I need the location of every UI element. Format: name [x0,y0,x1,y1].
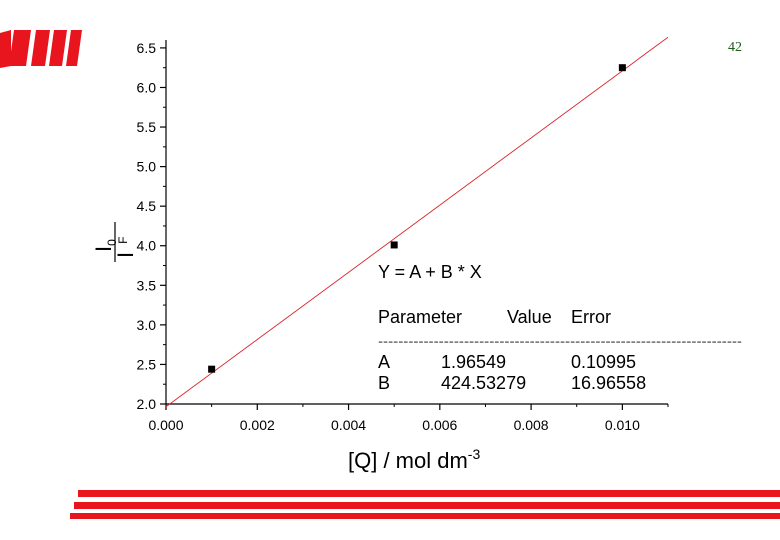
deco-block [66,30,82,66]
deco-block [9,30,31,66]
fit-row-b-param: B [378,373,390,393]
fit-header-error: Error [571,307,611,327]
x-tick-label: 0.006 [422,417,457,433]
fit-table-rule: ----------------------------------------… [378,336,742,348]
fit-row-b-error: 16.96558 [571,373,646,393]
y-tick-label: 5.5 [137,119,157,135]
x-axis-ticks: 0.000 0.002 0.004 0.006 0.008 0.010 [148,404,669,433]
page-number: 42 [728,40,742,55]
deco-stripe [74,502,780,509]
y-tick-label: 2.5 [137,356,157,372]
y-tick-label: 4.0 [137,238,157,254]
x-axis-title: [Q] / mol dm-3 [348,446,480,473]
y-title-denominator: IF [113,237,138,258]
y-tick-label: 3.0 [137,317,157,333]
data-points [208,64,626,373]
y-tick-label: 2.0 [137,396,157,412]
x-tick-label: 0.000 [148,417,183,433]
fit-results: Y = A + B * X Parameter Value Error ----… [378,262,742,393]
fit-row-a-error: 0.10995 [571,352,636,372]
y-axis-ticks: 2.0 2.5 3.0 3.5 4.0 4.5 5.0 5.5 6.0 6.5 [137,40,166,412]
y-title-numerator: I0 [91,239,119,252]
fit-header-parameter: Parameter [378,307,462,327]
fit-equation: Y = A + B * X [378,262,482,282]
data-point [208,365,216,373]
y-tick-label: 6.5 [137,40,157,56]
y-tick-label: 3.5 [137,277,157,293]
linear-fit-line [165,36,669,408]
deco-stripe [78,490,780,497]
fit-row-a-value: 1.96549 [441,352,506,372]
data-point [390,241,398,249]
x-tick-label: 0.002 [240,417,275,433]
y-tick-label: 5.0 [137,159,157,175]
top-left-decoration [0,30,82,68]
deco-block [0,30,11,68]
x-tick-label: 0.008 [514,417,549,433]
fit-header-value: Value [507,307,552,327]
y-axis-title: I0 IF [91,222,138,262]
y-tick-label: 6.0 [137,79,157,95]
fit-row-a-param: A [378,352,390,372]
x-tick-label: 0.004 [331,417,366,433]
deco-block [49,30,67,66]
deco-stripe [70,513,780,519]
deco-block [31,30,50,66]
bottom-stripes-decoration [70,490,780,519]
fit-row-b-value: 424.53279 [441,373,526,393]
y-tick-label: 4.5 [137,198,157,214]
data-point [618,64,626,72]
x-tick-label: 0.010 [605,417,640,433]
